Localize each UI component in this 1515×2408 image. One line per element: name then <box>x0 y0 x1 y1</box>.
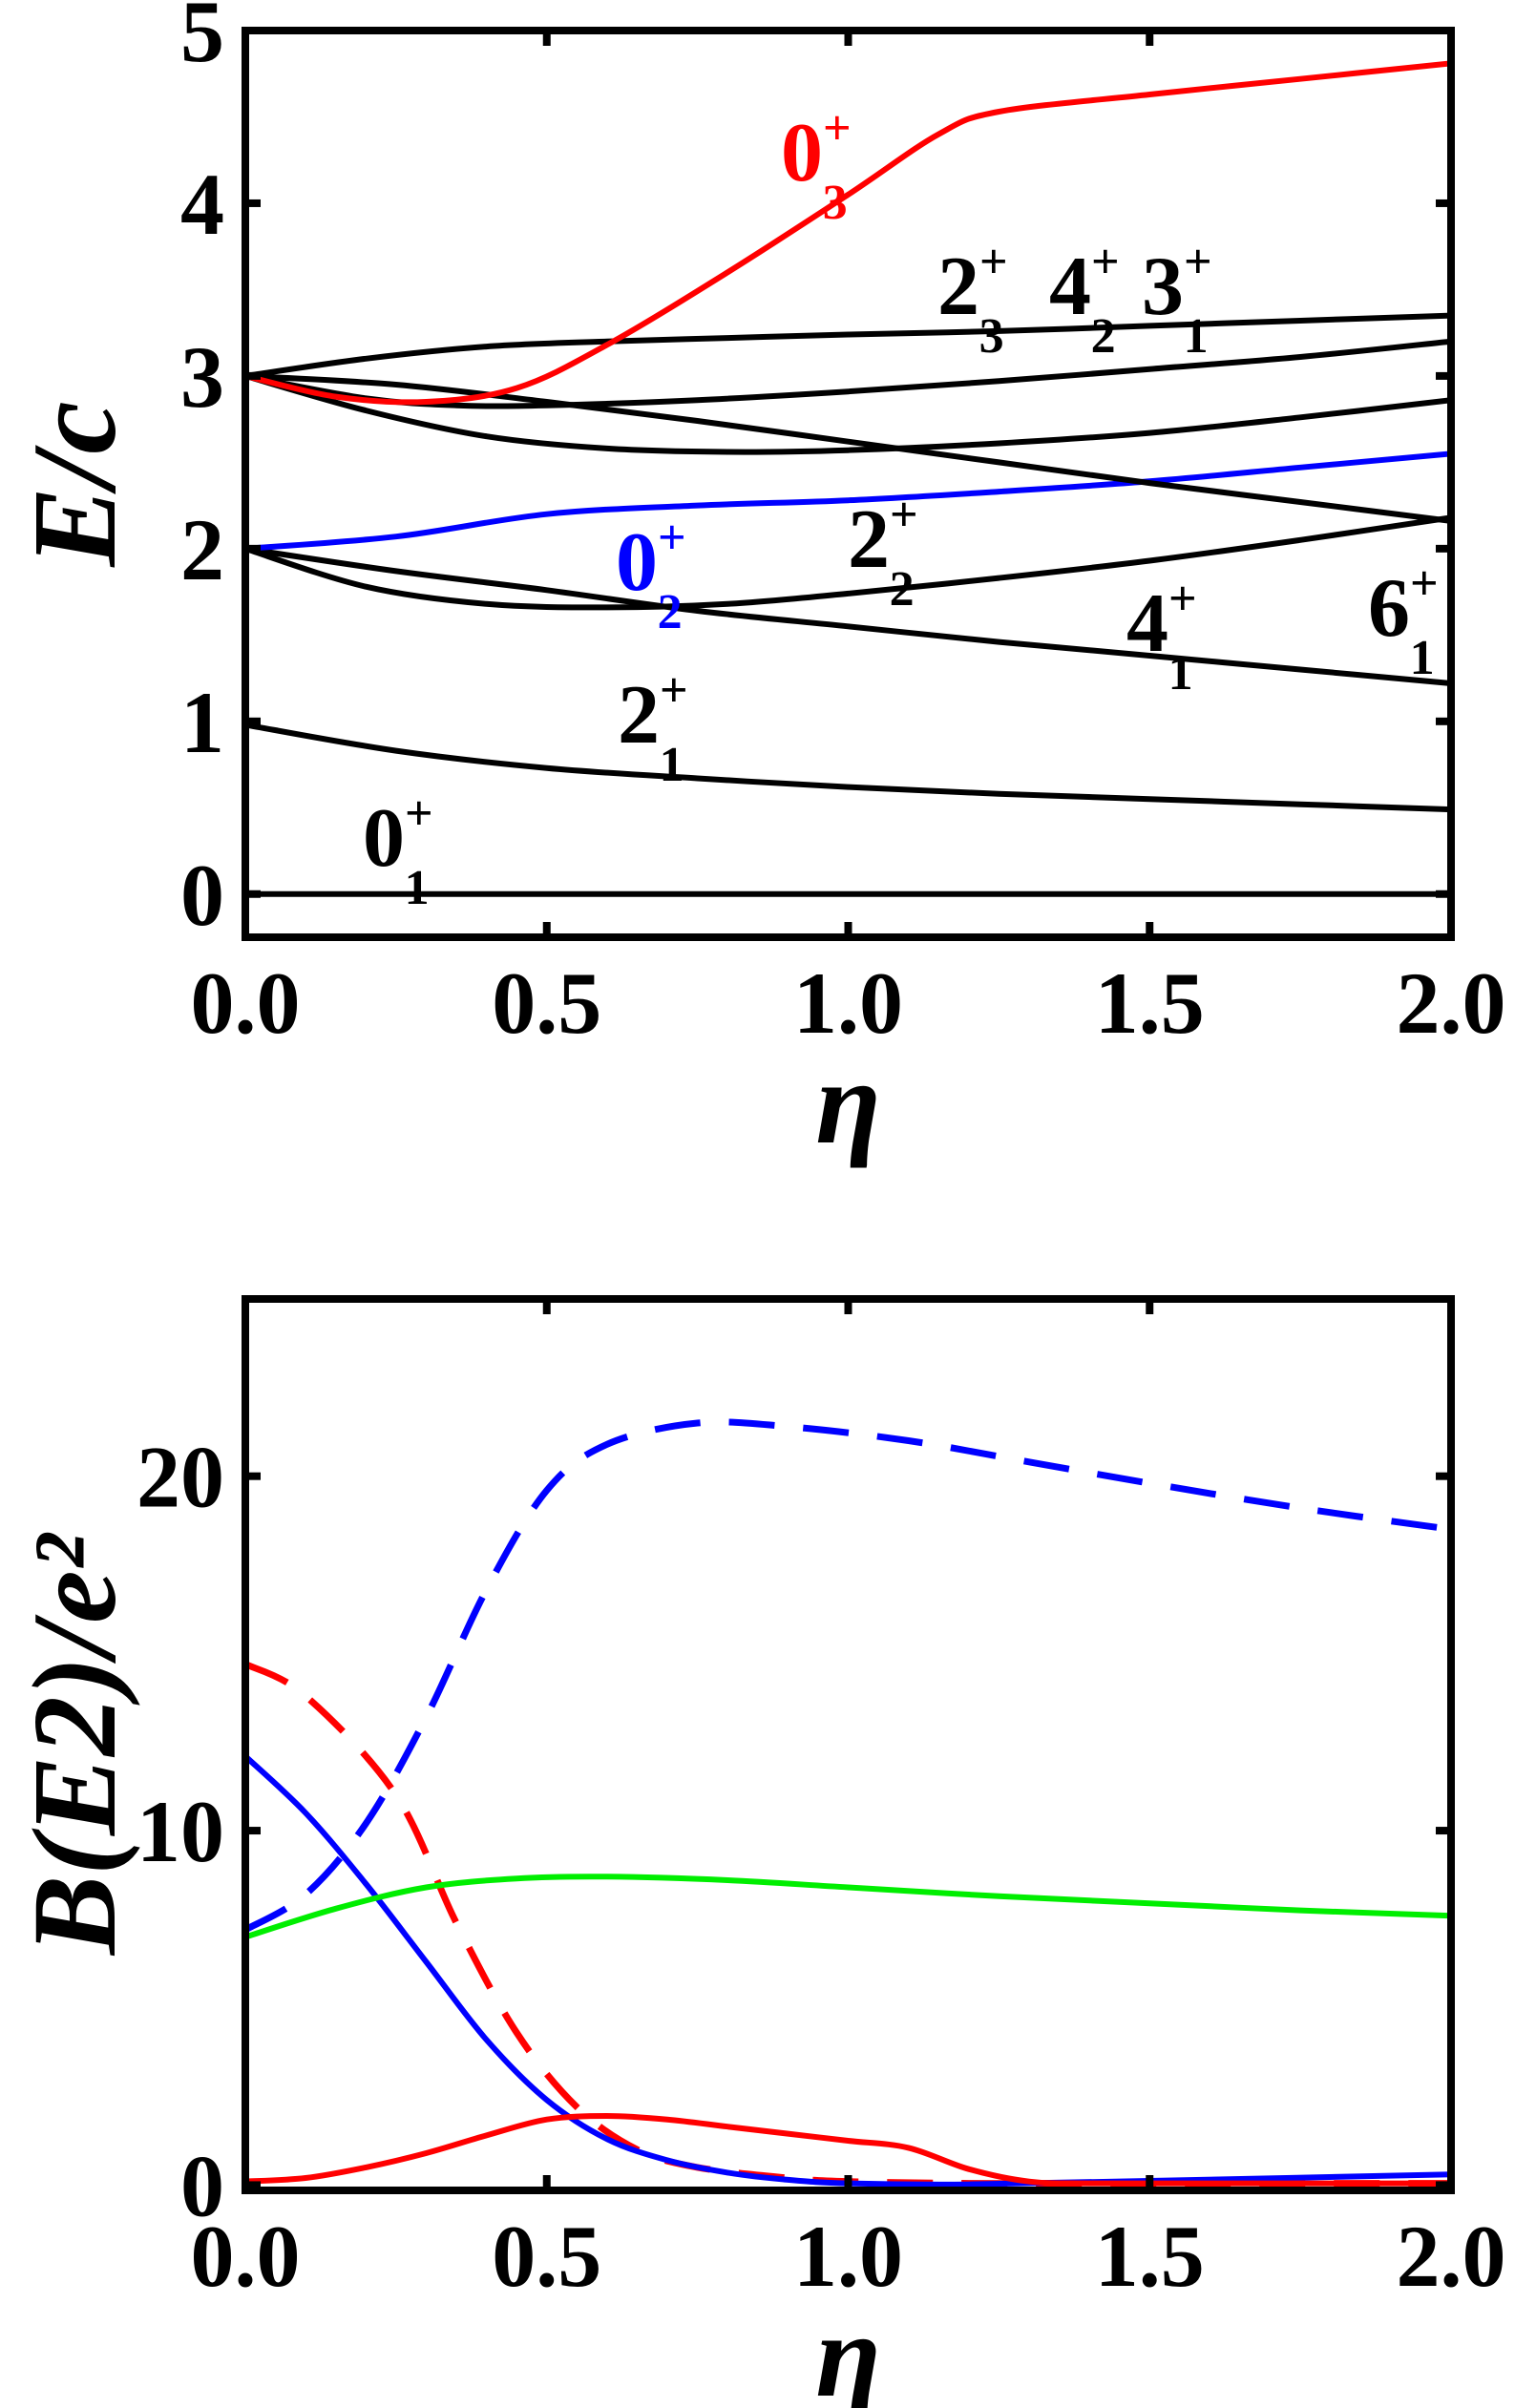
label-main: 6 <box>1368 562 1410 655</box>
label-main: 0 <box>781 107 823 199</box>
label-main: 0 <box>363 792 405 885</box>
be2-transition-plot: 0.0 0.5 1.0 1.5 2.0 0 10 20 η B(E2)/e² <box>10 1295 1506 2408</box>
label-main: 3 <box>1142 241 1184 333</box>
series-line-red-solid <box>245 2113 1451 2187</box>
label-subscript: 1 <box>1410 631 1435 685</box>
level-label-4-1: 4+ 1 <box>1126 572 1197 701</box>
x-tick-label: 1.5 <box>1095 954 1205 1052</box>
label-superscript: + <box>979 235 1008 289</box>
label-superscript: + <box>405 786 433 841</box>
x-axis-title: η <box>815 2291 881 2408</box>
label-subscript: 1 <box>660 738 684 792</box>
x-tick-label: 0.5 <box>492 954 601 1052</box>
x-tick-label: 0.0 <box>191 2208 301 2305</box>
series-line-blue-dashed <box>245 1418 1451 1934</box>
label-superscript: + <box>658 511 686 565</box>
y-tick-label: 2 <box>180 501 224 598</box>
label-main: 2 <box>618 669 660 762</box>
y-tick-label: 4 <box>180 156 224 253</box>
label-main: 2 <box>937 241 979 333</box>
x-tick-label: 2.0 <box>1397 2208 1506 2305</box>
series-line-blue-solid <box>245 1753 1451 2188</box>
y-tick-label: 0 <box>180 847 224 944</box>
level-label-2-2: 2+ 2 <box>848 488 918 617</box>
series-line-green-solid <box>245 1874 1451 1940</box>
label-superscript: + <box>1184 235 1212 289</box>
level-label-0-1: 0+ 1 <box>363 786 433 915</box>
y-tick-label: 1 <box>180 674 224 771</box>
label-superscript: + <box>823 101 852 156</box>
label-superscript: + <box>660 663 688 718</box>
label-main: 4 <box>1049 241 1091 333</box>
label-subscript: 1 <box>1168 646 1193 701</box>
y-axis-title: B(E2)/e² <box>10 1532 141 1957</box>
series-line-2_3+ <box>245 312 1451 379</box>
series-line-red-dashed <box>245 1661 1451 2188</box>
series-line-0_3+ <box>245 60 1451 406</box>
y-tick-label: 5 <box>180 0 224 80</box>
y-tick-label: 20 <box>137 1429 224 1526</box>
series-line-6_1+ <box>245 372 1451 524</box>
x-tick-label: 1.5 <box>1095 2208 1205 2305</box>
x-tick-label: 1.0 <box>793 954 903 1052</box>
label-main: 2 <box>848 493 890 586</box>
y-tick-label: 0 <box>180 2137 224 2234</box>
label-subscript: 3 <box>823 176 848 230</box>
label-subscript: 1 <box>405 861 430 915</box>
y-axis-title: E/c <box>10 401 141 568</box>
label-main: 4 <box>1126 577 1168 670</box>
series-line-2_1+ <box>245 722 1451 813</box>
label-subscript: 2 <box>890 562 915 617</box>
label-subscript: 3 <box>979 309 1004 364</box>
label-superscript: + <box>1168 572 1197 626</box>
level-label-3-1: 3+ 1 <box>1142 235 1212 364</box>
series-line-0_2+ <box>245 450 1451 552</box>
label-subscript: 1 <box>1184 309 1209 364</box>
label-superscript: + <box>1410 556 1439 611</box>
x-tick-label: 0.0 <box>191 954 301 1052</box>
x-axis-title: η <box>815 1037 881 1169</box>
label-superscript: + <box>890 488 918 542</box>
level-label-6-1: 6+ 1 <box>1368 556 1439 685</box>
x-tick-label: 0.5 <box>492 2208 601 2305</box>
x-tick-label: 1.0 <box>793 2208 903 2305</box>
level-label-4-2: 4+ 2 <box>1049 235 1120 364</box>
label-subscript: 2 <box>658 585 683 639</box>
level-label-2-1: 2+ 1 <box>618 663 688 792</box>
series-line-4_1+ <box>245 545 1451 686</box>
series-line-4_2+ <box>245 373 1451 455</box>
series-line-2_2+ <box>245 514 1451 611</box>
label-subscript: 2 <box>1091 309 1116 364</box>
x-tick-label: 2.0 <box>1397 954 1506 1052</box>
y-tick-label: 10 <box>137 1783 224 1880</box>
y-tick-label: 3 <box>180 328 224 426</box>
level-label-0-3: 0+ 3 <box>781 101 852 230</box>
label-main: 0 <box>616 516 658 609</box>
level-label-2-3: 2+ 3 <box>937 235 1008 364</box>
label-superscript: + <box>1091 235 1120 289</box>
level-label-0-2: 0+ 2 <box>616 511 686 639</box>
